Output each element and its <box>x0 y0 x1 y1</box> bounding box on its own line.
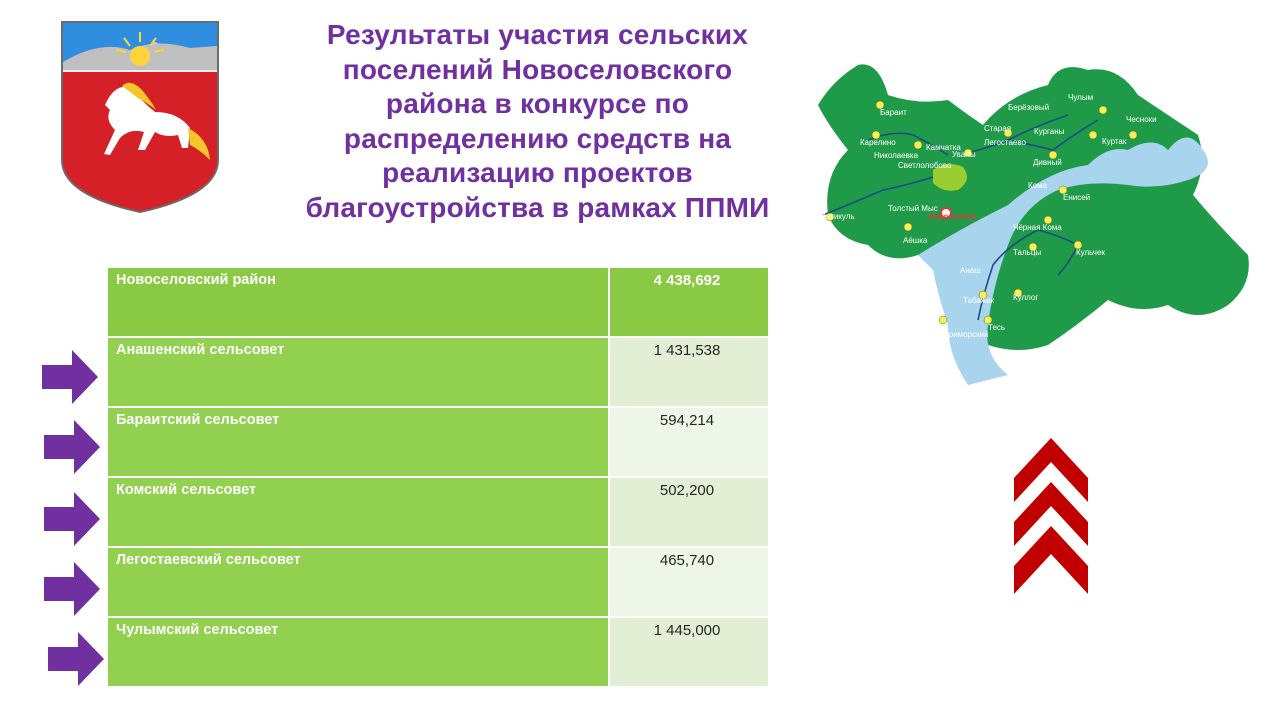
map-label: Интикуль <box>820 212 855 221</box>
map-label: Куллог <box>1013 293 1038 302</box>
row-value: 4 438,692 <box>610 268 768 336</box>
map-label: Анаш <box>960 266 981 275</box>
map-label: Светлолобово <box>898 161 952 170</box>
map-label: Николаевка <box>874 151 919 160</box>
right-arrow-icon <box>48 632 104 686</box>
table-row-total: Новоселовский район 4 438,692 <box>108 268 768 338</box>
map-label: Дивный <box>1033 158 1062 167</box>
district-land <box>818 64 1249 350</box>
map-label: Камчатка <box>926 143 961 152</box>
map-label: Табажак <box>963 296 995 305</box>
row-value: 465,740 <box>610 548 768 616</box>
row-name: Анашенский сельсовет <box>108 338 610 406</box>
settlement-dots <box>825 100 1138 325</box>
town-area <box>933 164 967 191</box>
map-label: Чёрная Кома <box>1013 223 1062 232</box>
map-label: Чесноки <box>1126 115 1157 124</box>
map-label: Бараит <box>880 108 907 117</box>
table-row: Комский сельсовет 502,200 <box>108 478 768 548</box>
map-label: Толстый Мыс <box>888 204 938 213</box>
table-row: Бараитский сельсовет 594,214 <box>108 408 768 478</box>
right-arrow-icon <box>44 562 100 616</box>
map-label: Аёшка <box>903 236 928 245</box>
map-label: Кома <box>1028 181 1048 190</box>
row-value: 1 445,000 <box>610 618 768 686</box>
map-label: Курганы <box>1034 127 1065 136</box>
map-label: Кульчек <box>1076 248 1105 257</box>
district-map: Бараит Карелино Николаевка Камчатка Свет… <box>818 64 1249 385</box>
right-arrow-icon <box>44 492 100 546</box>
map-label: Куртак <box>1102 137 1127 146</box>
map-label: Енисей <box>1063 193 1090 202</box>
map-label: Берёзовый <box>1008 103 1049 112</box>
row-name: Легостаевский сельсовет <box>108 548 610 616</box>
up-chevron-icon <box>1014 438 1088 594</box>
district-center-marker <box>940 207 952 219</box>
page-title: Результаты участия сельских поселений Но… <box>305 19 770 223</box>
row-value: 594,214 <box>610 408 768 476</box>
map-label: Карелино <box>860 138 896 147</box>
row-name: Новоселовский район <box>108 268 610 336</box>
coat-of-arms-icon <box>61 21 219 214</box>
row-name: Чулымский сельсовет <box>108 618 610 686</box>
table-row: Чулымский сельсовет 1 445,000 <box>108 618 768 688</box>
map-label: Чулым <box>1068 93 1093 102</box>
table-row: Анашенский сельсовет 1 431,538 <box>108 338 768 408</box>
map-label: Тесь <box>988 323 1005 332</box>
road-network <box>822 114 1099 321</box>
right-arrow-icon <box>44 420 100 474</box>
map-label: Увалы <box>952 150 976 159</box>
right-arrow-icon <box>42 350 98 404</box>
table-row: Легостаевский сельсовет 465,740 <box>108 548 768 618</box>
row-value: 1 431,538 <box>610 338 768 406</box>
map-label: Приморский <box>943 330 989 339</box>
row-name: Комский сельсовет <box>108 478 610 546</box>
row-value: 502,200 <box>610 478 768 546</box>
map-label: Тальцы <box>1013 248 1041 257</box>
map-label: Старая <box>984 124 1011 133</box>
results-table: Новоселовский район 4 438,692 Анашенский… <box>108 268 768 688</box>
map-label-center: Новоселово <box>928 212 977 221</box>
row-name: Бараитский сельсовет <box>108 408 610 476</box>
map-label: Легостаево <box>984 138 1027 147</box>
